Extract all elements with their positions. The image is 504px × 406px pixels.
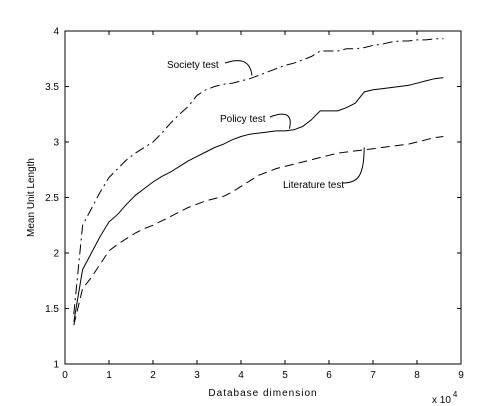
y-tick-label: 3.5 (45, 82, 59, 93)
x-tick-label: 7 (370, 370, 376, 381)
annotation-leader (269, 113, 291, 129)
x-tick-label: 2 (150, 370, 156, 381)
tick-group: 0 1 2 3 4 5 6 7 8 911.522.533.54 (45, 27, 464, 382)
annotation-label: Policy test (220, 114, 266, 125)
x-multiplier-label: x 104 (432, 390, 458, 406)
annotation-group: Society test Policy test Literature test (167, 60, 365, 191)
series-group (73, 38, 444, 326)
y-tick-label: 2.5 (45, 193, 59, 204)
x-tick-label: 3 (194, 370, 200, 381)
y-tick-label: 1.5 (45, 304, 59, 315)
x-multiplier-base: x 10 (432, 395, 451, 406)
y-tick-label: 1 (53, 360, 59, 371)
annotation-label: Literature test (283, 180, 344, 191)
x-tick-label: 9 (458, 370, 464, 381)
annotation-label: Society test (167, 60, 219, 71)
x-tick-label: 6 (326, 370, 332, 381)
y-tick-label: 3 (53, 138, 59, 149)
y-tick-label: 4 (53, 27, 59, 38)
x-tick-label: 8 (414, 370, 420, 381)
annotation-leader (224, 60, 253, 76)
x-tick-label: 5 (282, 370, 288, 381)
series-line-society-test (73, 38, 444, 315)
x-axis-label: Database dimension (208, 388, 317, 399)
annotation-leader (342, 147, 365, 184)
x-tick-label: 1 (106, 370, 112, 381)
plot-frame (64, 30, 462, 365)
x-tick-label: 0 (62, 370, 68, 381)
y-tick-label: 2 (53, 249, 59, 260)
x-tick-label: 4 (238, 370, 244, 381)
series-line-literature-test (73, 136, 444, 326)
y-axis-label: Mean Unit Length (26, 158, 37, 237)
x-multiplier-exponent: 4 (453, 390, 458, 399)
series-line-policy-test (73, 77, 444, 322)
